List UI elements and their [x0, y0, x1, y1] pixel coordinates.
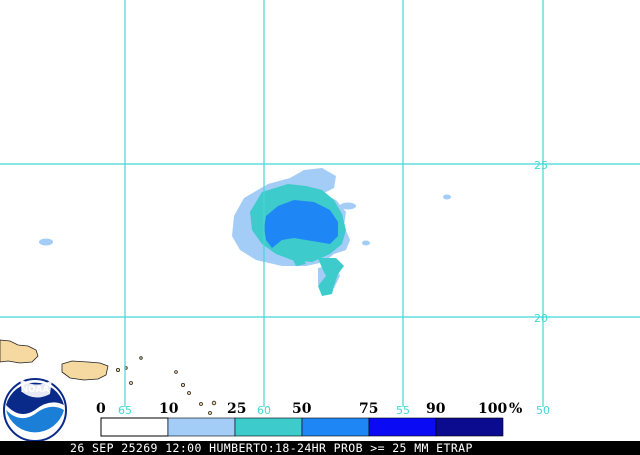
puerto-rico: [61, 360, 109, 381]
hispaniola-east: [0, 339, 39, 364]
legend-bin-75-90: [368, 417, 437, 437]
footer-caption: 26 SEP 25269 12:00 HUMBERTO:18-24HR PROB…: [70, 441, 473, 455]
legend-tick-0: 0: [96, 401, 106, 417]
legend-bin-0-10: [100, 417, 169, 437]
legend-tick-50: 50: [292, 401, 312, 417]
legend-bin-90-100: [435, 417, 504, 437]
lon-label-60: 60: [257, 404, 271, 417]
noaa-logo-text: NOAA: [21, 385, 50, 395]
virgin-islands: [116, 367, 121, 372]
lon-label-55: 55: [396, 404, 410, 417]
legend-tick-25: 25: [227, 401, 246, 417]
probability-contours: [39, 168, 451, 296]
lon-label-50: 50: [536, 404, 550, 417]
legend-tick-100: 100: [478, 401, 507, 417]
legend-bin-10-25: [167, 417, 236, 437]
legend-tick-10: 10: [159, 401, 179, 417]
lat-label-25: 25: [534, 159, 548, 172]
legend-tick-90: 90: [426, 401, 446, 417]
lat-lon-grid: [0, 0, 640, 407]
legend-tick-75: 75: [359, 401, 378, 417]
lat-label-20: 20: [534, 312, 548, 325]
legend-colorbar: [100, 417, 504, 437]
legend-unit: %: [509, 401, 522, 417]
land-masses: [0, 339, 217, 415]
lon-label-65: 65: [118, 404, 132, 417]
legend-bin-25-50: [234, 417, 303, 437]
legend-bin-50-75: [301, 417, 370, 437]
footer-bar: [0, 441, 640, 455]
noaa-logo: NOAA: [3, 378, 67, 442]
contour-50-75: [264, 200, 338, 248]
